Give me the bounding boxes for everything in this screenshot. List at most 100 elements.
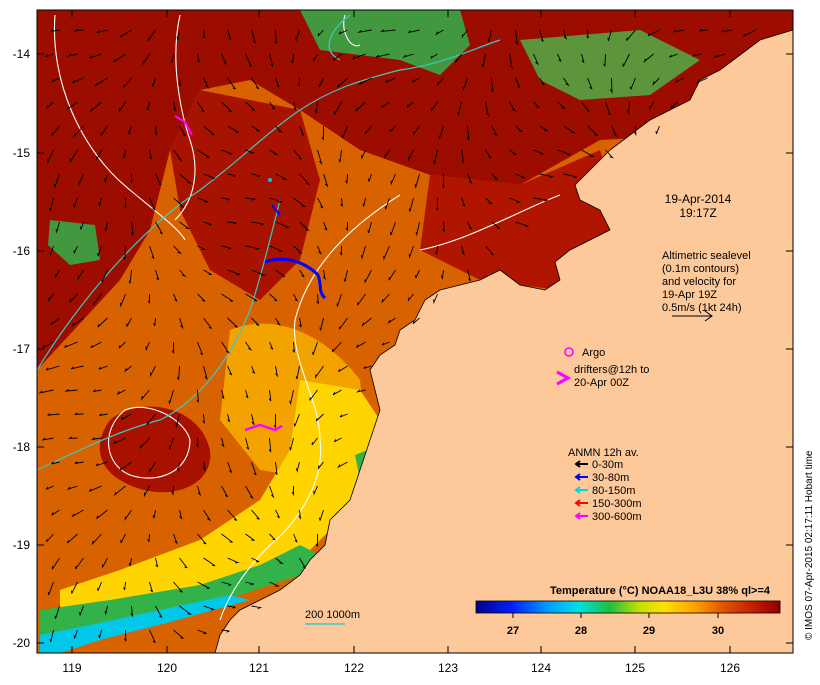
velocity-arrow bbox=[203, 317, 212, 329]
velocity-arrow bbox=[295, 461, 300, 473]
velocity-arrow bbox=[361, 149, 366, 160]
colorbar-tick-label: 28 bbox=[575, 625, 587, 637]
velocity-arrow bbox=[51, 125, 60, 136]
argo-legend-label: Argo bbox=[582, 347, 605, 359]
velocity-arrow bbox=[49, 197, 54, 211]
velocity-arrow bbox=[197, 581, 210, 589]
lon-tick-label: 125 bbox=[625, 661, 645, 675]
velocity-arrow bbox=[97, 581, 102, 591]
velocity-arrow bbox=[203, 77, 210, 90]
velocity-arrow bbox=[374, 53, 390, 58]
velocity-arrow bbox=[123, 197, 127, 209]
velocity-arrow bbox=[338, 29, 348, 35]
green-coastal-strip bbox=[40, 545, 320, 640]
velocity-arrow bbox=[533, 53, 540, 66]
velocity-arrow bbox=[97, 317, 108, 328]
velocity-arrow bbox=[227, 317, 238, 328]
velocity-arrow bbox=[269, 581, 280, 587]
velocity-arrow bbox=[145, 341, 150, 352]
velocity-arrow bbox=[332, 53, 342, 61]
velocity-arrow bbox=[113, 53, 126, 63]
velocity-arrow bbox=[295, 29, 300, 42]
velocity-arrow bbox=[315, 534, 318, 547]
velocity-arrow bbox=[74, 412, 84, 415]
velocity-arrow bbox=[47, 293, 54, 303]
velocity-arrow bbox=[539, 29, 544, 42]
velocity-arrow bbox=[467, 221, 473, 231]
velocity-arrow bbox=[173, 293, 178, 302]
velocity-arrow bbox=[610, 77, 613, 94]
velocity-arrow bbox=[315, 413, 324, 422]
velocity-arrow bbox=[122, 77, 132, 88]
velocity-arrow bbox=[221, 629, 230, 633]
anmn-legend-label: 300-600m bbox=[592, 511, 642, 523]
velocity-arrow bbox=[605, 101, 611, 116]
velocity-arrow bbox=[227, 221, 237, 225]
velocity-arrow bbox=[73, 197, 78, 210]
velocity-arrow bbox=[563, 125, 576, 134]
velocity-arrow bbox=[415, 269, 420, 279]
velocity-arrow bbox=[359, 77, 372, 85]
velocity-arrow bbox=[96, 509, 108, 519]
velocity-arrow bbox=[119, 461, 132, 471]
velocity-arrow bbox=[251, 221, 264, 226]
altimetry-note-line: (0.1m contours) bbox=[662, 263, 739, 275]
velocity-arrow bbox=[389, 125, 396, 133]
velocity-arrow bbox=[293, 293, 298, 302]
velocity-arrow bbox=[269, 245, 283, 252]
velocity-arrow bbox=[515, 29, 518, 46]
velocity-arrow bbox=[338, 317, 348, 330]
velocity-arrow bbox=[79, 221, 84, 230]
velocity-arrow bbox=[362, 197, 366, 207]
drifter-legend-line1: drifters@12h to bbox=[574, 364, 649, 376]
velocity-arrow bbox=[245, 293, 258, 302]
velocity-arrow bbox=[173, 245, 183, 254]
velocity-arrow bbox=[299, 317, 302, 328]
anmn-legend-label: 80-150m bbox=[592, 485, 635, 497]
velocity-arrow bbox=[221, 485, 228, 498]
colorbar bbox=[475, 600, 781, 614]
velocity-arrow bbox=[383, 245, 390, 261]
anmn-legend-arrow bbox=[574, 499, 588, 507]
velocity-arrow bbox=[51, 509, 60, 516]
velocity-arrow bbox=[675, 77, 684, 84]
velocity-arrow bbox=[630, 77, 636, 90]
velocity-arrow bbox=[586, 29, 589, 39]
velocity-arrow bbox=[245, 341, 253, 351]
velocity-arrow bbox=[97, 245, 102, 257]
velocity-arrow bbox=[407, 293, 414, 303]
velocity-arrow bbox=[155, 173, 162, 186]
velocity-arrow bbox=[408, 29, 420, 34]
velocity-arrow bbox=[318, 77, 324, 88]
velocity-arrow bbox=[94, 77, 108, 87]
velocity-arrow bbox=[414, 173, 420, 189]
velocity-arrow bbox=[73, 28, 84, 32]
anmn-legend-arrow bbox=[574, 486, 588, 494]
velocity-arrow bbox=[603, 53, 606, 67]
velocity-arrow bbox=[293, 101, 297, 111]
velocity-arrow bbox=[46, 533, 54, 543]
velocity-arrow bbox=[179, 269, 187, 277]
velocity-arrow bbox=[333, 437, 342, 443]
velocity-arrow bbox=[367, 221, 372, 234]
velocity-arrow bbox=[491, 173, 498, 180]
velocity-arrow bbox=[98, 197, 102, 208]
velocity-arrow bbox=[563, 173, 578, 179]
velocity-arrow bbox=[481, 53, 486, 67]
velocity-arrow bbox=[221, 581, 232, 586]
cyan-mooring bbox=[268, 178, 272, 182]
velocity-arrow bbox=[179, 557, 188, 569]
velocity-arrow bbox=[430, 101, 438, 113]
warm-region-central bbox=[170, 90, 320, 300]
velocity-arrow bbox=[433, 149, 438, 166]
velocity-arrow bbox=[467, 269, 471, 282]
velocity-arrow bbox=[130, 173, 133, 184]
velocity-arrow bbox=[66, 533, 78, 544]
velocity-arrow bbox=[433, 293, 438, 305]
anmn-legend-arrow bbox=[574, 473, 588, 481]
velocity-arrow bbox=[643, 53, 654, 63]
velocity-arrow bbox=[436, 77, 444, 86]
velocity-arrow bbox=[49, 629, 54, 643]
velocity-arrow bbox=[67, 436, 78, 440]
